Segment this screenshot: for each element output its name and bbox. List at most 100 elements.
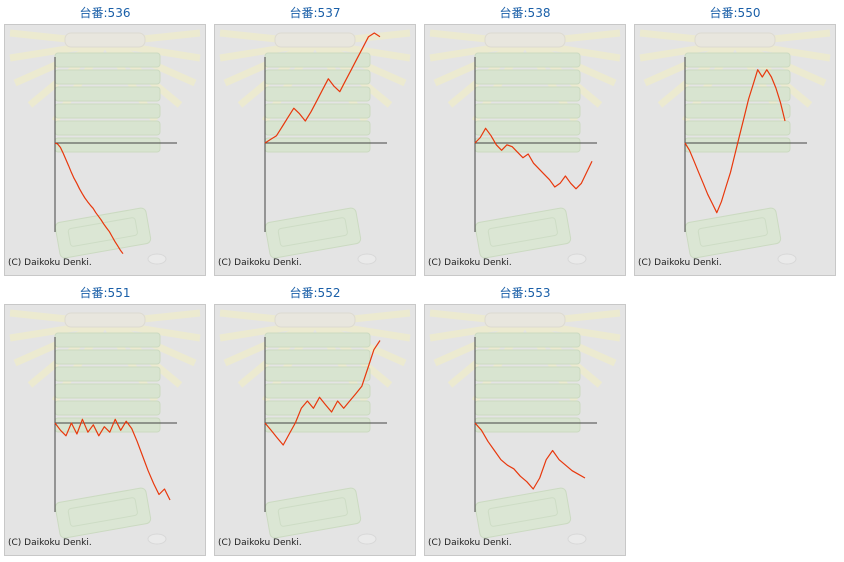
cabinet-layer <box>264 137 371 153</box>
cabinet-layer <box>474 52 581 68</box>
tray-inner <box>277 217 348 247</box>
series-line <box>684 69 786 214</box>
chart-title[interactable]: 台番:551 <box>79 286 131 300</box>
tray-inner <box>277 497 348 527</box>
tray <box>474 207 572 259</box>
tray <box>684 207 782 259</box>
chart-title[interactable]: 台番:537 <box>289 6 341 20</box>
cabinet-layer <box>54 349 161 365</box>
cabinet-layer <box>474 137 581 153</box>
cabinet-layer <box>474 349 581 365</box>
copyright-label: (C) Daikoku Denki. <box>428 258 512 268</box>
cabinet-layer <box>54 103 161 119</box>
cabinet-layer <box>474 400 581 416</box>
chart-area: (C) Daikoku Denki. <box>424 24 626 276</box>
slump-graph <box>219 309 411 545</box>
tray <box>264 487 362 539</box>
series-line <box>54 142 124 255</box>
tray-inner <box>487 217 558 247</box>
coin <box>147 533 167 545</box>
series-line <box>54 418 171 501</box>
copyright-label: (C) Daikoku Denki. <box>428 538 512 548</box>
cabinet-layer <box>264 400 371 416</box>
background-machine-illustration <box>219 29 411 265</box>
chart-panel-538: 台番:538 (C) Daikoku Denki. <box>422 2 628 278</box>
background-machine-illustration <box>9 309 201 545</box>
cabinet-layer <box>684 103 791 119</box>
background-machine-illustration <box>429 309 621 545</box>
chart-area: (C) Daikoku Denki. <box>634 24 836 276</box>
tray-inner <box>67 217 138 247</box>
cabinet-layer <box>474 120 581 136</box>
coin <box>567 533 587 545</box>
cabinet-layer <box>264 332 371 348</box>
cabinet-layer <box>474 86 581 102</box>
chart-area: (C) Daikoku Denki. <box>424 304 626 556</box>
chart-panel-553: 台番:553 (C) Daikoku Denki. <box>422 282 628 558</box>
tray <box>54 487 152 539</box>
cabinet-layer <box>474 417 581 433</box>
cabinet-layer <box>264 103 371 119</box>
cabinet-layer <box>474 103 581 119</box>
tray-inner <box>487 497 558 527</box>
cabinet-layer <box>264 366 371 382</box>
cabinet-layer <box>684 86 791 102</box>
copyright-label: (C) Daikoku Denki. <box>218 538 302 548</box>
chart-panel-552: 台番:552 (C) Daikoku Denki. <box>212 282 418 558</box>
coin <box>777 253 797 265</box>
machine-top <box>274 312 356 328</box>
chart-panel-551: 台番:551 (C) Daikoku Denki. <box>2 282 208 558</box>
copyright-label: (C) Daikoku Denki. <box>8 538 92 548</box>
coin <box>357 533 377 545</box>
cabinet-layer <box>264 417 371 433</box>
chart-panel-537: 台番:537 (C) Daikoku Denki. <box>212 2 418 278</box>
slump-graph <box>429 309 621 545</box>
chart-area: (C) Daikoku Denki. <box>214 24 416 276</box>
cabinet-layer <box>474 383 581 399</box>
tray <box>54 207 152 259</box>
chart-area: (C) Daikoku Denki. <box>4 24 206 276</box>
chart-title[interactable]: 台番:550 <box>709 6 761 20</box>
copyright-label: (C) Daikoku Denki. <box>8 258 92 268</box>
machine-top <box>64 312 146 328</box>
background-machine-illustration <box>639 29 831 265</box>
coin <box>567 253 587 265</box>
machine-top <box>484 32 566 48</box>
slump-graph <box>9 29 201 265</box>
cabinet-layer <box>54 69 161 85</box>
machine-top <box>274 32 356 48</box>
tray <box>264 207 362 259</box>
tray-inner <box>697 217 768 247</box>
cabinet-layer <box>54 332 161 348</box>
machine-top <box>64 32 146 48</box>
chart-title[interactable]: 台番:536 <box>79 6 131 20</box>
slump-graph <box>219 29 411 265</box>
copyright-label: (C) Daikoku Denki. <box>218 258 302 268</box>
background-machine-illustration <box>9 29 201 265</box>
cabinet-layer <box>684 69 791 85</box>
cabinet-layer <box>54 52 161 68</box>
copyright-label: (C) Daikoku Denki. <box>638 258 722 268</box>
slump-graph <box>429 29 621 265</box>
cabinet-layer <box>54 120 161 136</box>
series-line <box>474 422 586 490</box>
series-line <box>264 32 381 144</box>
slump-graph <box>639 29 831 265</box>
background-machine-illustration <box>429 29 621 265</box>
machine-top <box>484 312 566 328</box>
tray-inner <box>67 497 138 527</box>
series-line <box>474 127 593 190</box>
chart-title[interactable]: 台番:538 <box>499 6 551 20</box>
chart-title[interactable]: 台番:552 <box>289 286 341 300</box>
chart-panel-550: 台番:550 (C) Daikoku Denki. <box>632 2 838 278</box>
cabinet-layer <box>684 120 791 136</box>
coin <box>147 253 167 265</box>
cabinet-layer <box>54 137 161 153</box>
background-machine-illustration <box>219 309 411 545</box>
chart-area: (C) Daikoku Denki. <box>4 304 206 556</box>
cabinet-layer <box>474 332 581 348</box>
chart-panel-536: 台番:536 (C) Daikoku Denki. <box>2 2 208 278</box>
cabinet-layer <box>54 86 161 102</box>
slump-graph <box>9 309 201 545</box>
chart-title[interactable]: 台番:553 <box>499 286 551 300</box>
